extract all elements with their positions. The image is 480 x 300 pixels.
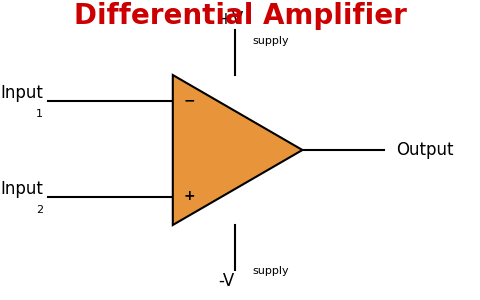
- Text: −: −: [184, 94, 195, 107]
- Text: 1: 1: [36, 109, 43, 119]
- Text: Input: Input: [0, 179, 43, 197]
- Text: Differential Amplifier: Differential Amplifier: [73, 2, 407, 29]
- Text: supply: supply: [252, 266, 288, 275]
- Text: -V: -V: [218, 272, 235, 290]
- Text: Input: Input: [0, 83, 43, 101]
- Polygon shape: [173, 75, 302, 225]
- Text: supply: supply: [252, 36, 288, 46]
- Text: +: +: [184, 190, 195, 203]
- Text: Output: Output: [396, 141, 454, 159]
- Text: +V: +V: [218, 11, 244, 28]
- Text: 2: 2: [36, 205, 43, 215]
